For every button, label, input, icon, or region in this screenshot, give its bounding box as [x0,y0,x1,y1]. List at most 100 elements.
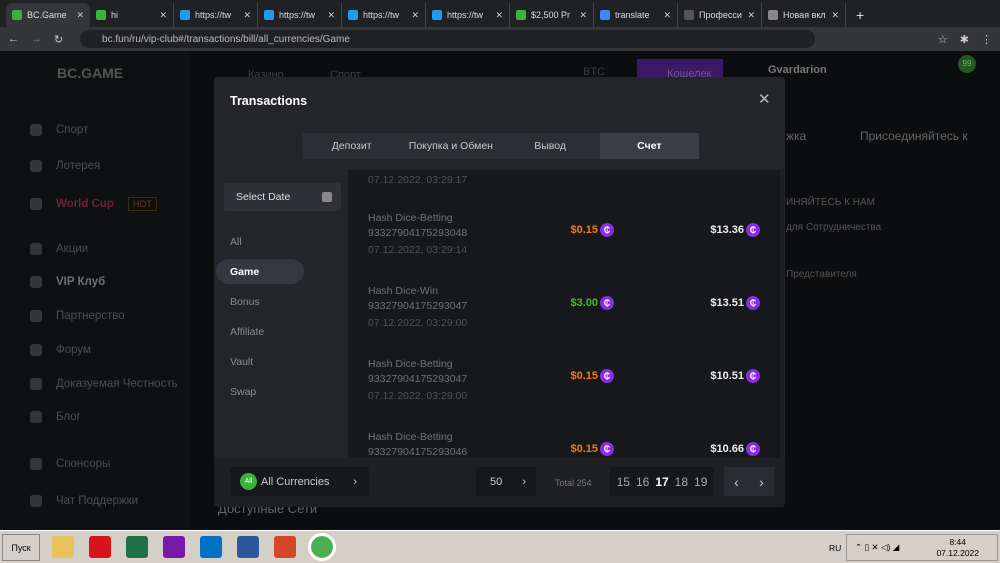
browser-tab[interactable]: hi ✕ [90,3,174,27]
explorer-icon[interactable] [52,536,74,558]
close-tab-icon[interactable]: ✕ [159,9,167,20]
browser-tab[interactable]: Новая вкл ✕ [762,3,846,27]
clock-time: 8:44 [949,536,966,547]
clock[interactable]: 8:44 07.12.2022 [936,537,979,559]
list-scrollbar[interactable] [780,170,784,458]
filter-bonus[interactable]: Bonus [230,296,260,308]
sidebar-item[interactable]: World Cup HOT [30,197,157,211]
filter-game[interactable]: Game [216,259,304,284]
reload-icon[interactable]: ↻ [54,33,64,46]
close-tab-icon[interactable]: ✕ [663,9,671,20]
sidebar-item[interactable]: Спонсоры [30,458,110,470]
filter-all[interactable]: All [230,236,242,248]
forward-icon[interactable]: → [31,33,42,45]
menu-icon[interactable]: ⋮ [981,33,992,46]
close-tab-icon[interactable]: ✕ [747,9,755,20]
sidebar-item[interactable]: Форум [30,344,91,356]
close-tab-icon[interactable]: ✕ [76,9,84,20]
excel-icon[interactable] [126,536,148,558]
tray-icons[interactable]: ⌃ ▯ ✕ ◁) ◢ [855,542,900,552]
opera-icon[interactable] [89,536,111,558]
word-icon[interactable] [237,536,259,558]
tab-3[interactable]: Счет [599,133,699,159]
close-tab-icon[interactable]: ✕ [579,9,587,20]
sidebar-item[interactable]: Партнерство [30,310,125,322]
bcgame-icon [516,10,526,20]
extensions-icon[interactable]: ✱ [959,33,969,46]
transaction-id: 93327904175293047 [368,300,468,312]
start-button[interactable]: Пуск [2,534,40,561]
tab-1[interactable]: Покупка и Обмен [408,140,493,152]
sidebar-item[interactable]: Лотерея [30,160,100,172]
browser-tab[interactable]: https://tw ✕ [426,3,510,27]
browser-tab[interactable]: BC.Game ✕ [6,3,90,27]
close-tab-icon[interactable]: ✕ [831,9,839,20]
tab-title: Професси [699,10,742,20]
chrome-icon[interactable] [308,533,336,561]
tab-title: translate [615,10,650,20]
browser-tab[interactable]: translate ✕ [594,3,678,27]
close-tab-icon[interactable]: ✕ [411,9,419,20]
back-icon[interactable]: ← [8,33,19,45]
page-18[interactable]: 18 [674,474,689,489]
page-19[interactable]: 19 [694,474,708,489]
browser-tab[interactable]: https://tw ✕ [174,3,258,27]
close-tab-icon[interactable]: ✕ [327,9,335,20]
per-page-select[interactable]: 50 › [476,467,536,496]
sidebar-item[interactable]: Блог [30,411,81,423]
sidebar-item[interactable]: Доказуемая Честность [30,378,178,390]
prev-page-icon[interactable]: ‹ [734,473,739,490]
currency-filter[interactable]: All All Currencies › [230,467,369,496]
chat-badge: 99 [958,55,976,73]
onenote-icon[interactable] [163,536,185,558]
balance-value: $10.51 [710,370,744,382]
close-tab-icon[interactable]: ✕ [495,9,503,20]
sidebar-item-icon [30,495,42,507]
close-icon[interactable]: ✕ [758,91,771,108]
bcd-coin-icon: ₵ [746,442,760,456]
address-bar[interactable]: bc.fun/ru/vip-club#/transactions/bill/al… [80,30,815,48]
currency-select[interactable]: BTC [583,66,605,78]
modal-footer: All All Currencies › 50 › Total 254 15 16 17 1… [214,458,785,507]
sidebar-item-icon [30,243,42,255]
close-tab-icon[interactable]: ✕ [243,9,251,20]
new-tab-icon[interactable]: + [856,7,865,23]
powerpoint-icon[interactable] [274,536,296,558]
bookmark-star-icon[interactable]: ☆ [937,33,948,46]
sidebar-item[interactable]: Спорт [30,124,88,136]
browser-tab[interactable]: https://tw ✕ [342,3,426,27]
outlook-icon[interactable] [200,536,222,558]
pagination: 15 16 17 18 19 [610,467,714,496]
transaction-type: Hash Dice-Betting [368,212,453,224]
page-17[interactable]: 17 [655,474,669,489]
browser-tab[interactable]: https://tw ✕ [258,3,342,27]
currency-filter-label: All Currencies [261,475,330,488]
browser-tab[interactable]: $2,500 Pr ✕ [510,3,594,27]
tab-2[interactable]: Вывод [534,140,566,152]
filter-affiliate[interactable]: Affiliate [230,326,265,338]
transaction-type: Hash Dice-Betting [368,431,453,443]
site-logo[interactable]: BC.GAME [57,65,124,81]
sidebar-item[interactable]: Чат Поддержки [30,495,138,507]
select-date-button[interactable]: Select Date [224,183,341,211]
filter-vault[interactable]: Vault [230,356,254,368]
tab-0[interactable]: Депозит [331,140,372,152]
sidebar-item[interactable]: VIP Клуб [30,276,105,288]
browser-tab[interactable]: Професси ✕ [678,3,762,27]
transaction-amount: $0.15 ₵ [570,369,614,383]
amount-value: $0.15 [570,443,598,455]
tab-title: https://tw [363,10,400,20]
page-nav: ‹ › [724,467,774,496]
username[interactable]: Gvardarion [768,64,827,76]
twitter-icon [264,10,274,20]
right-text-3: Представителя [786,269,857,280]
sidebar-item[interactable]: Акции [30,243,88,255]
page-16[interactable]: 16 [635,474,650,489]
page-15[interactable]: 15 [616,474,630,489]
transaction-amount: $0.15 ₵ [570,442,614,456]
filter-swap[interactable]: Swap [230,386,257,398]
language-indicator[interactable]: RU [829,542,842,553]
balance-value: $13.36 [710,224,744,236]
next-page-icon[interactable]: › [759,473,764,490]
windows-taskbar: Пуск RU ⌃ ▯ ✕ ◁) ◢ 8:44 07.12.2022 [0,530,1000,563]
